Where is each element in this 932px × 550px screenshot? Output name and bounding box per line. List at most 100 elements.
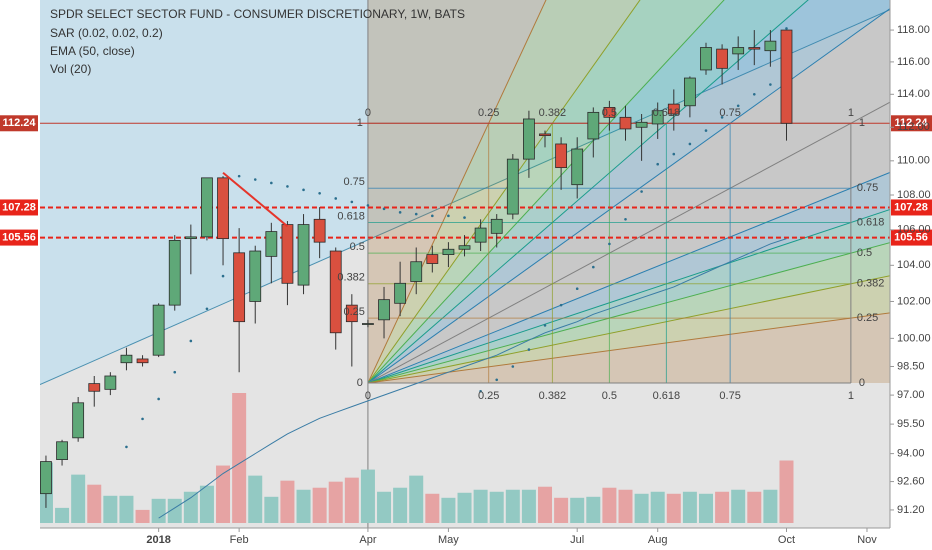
sar-dot: [592, 265, 595, 269]
candle-body: [249, 250, 262, 302]
sar-dot: [414, 212, 418, 216]
fan-label: 0: [357, 377, 363, 389]
fan-label: 0.382: [539, 390, 567, 402]
channel-line: [40, 9, 890, 386]
candle-body: [523, 118, 535, 160]
volume-bar: [586, 496, 601, 523]
volume-bar: [618, 489, 633, 523]
price-tag-label: 107.28: [894, 201, 928, 213]
candle-body: [603, 107, 616, 118]
sar-dot: [350, 200, 354, 204]
volume-bar: [570, 497, 585, 523]
fan-label: 1: [848, 107, 854, 119]
fan-label: 1: [357, 117, 363, 129]
candle-body: [426, 254, 439, 264]
candle-body: [555, 143, 568, 169]
volume-bar: [457, 492, 472, 523]
bottom-axis: [0, 528, 932, 550]
sar-dot: [463, 216, 466, 219]
price-tag: [891, 199, 932, 216]
sar-dot: [624, 218, 627, 221]
fan-label: 0.75: [719, 390, 740, 402]
y-tick-label: 108.00: [897, 189, 931, 201]
sar-dot: [173, 370, 177, 374]
x-tick-label: Nov: [857, 534, 877, 546]
candle-body: [716, 48, 728, 69]
fan-label: 1: [859, 117, 865, 129]
fan-label: 0.75: [857, 182, 878, 194]
volume-bar: [183, 491, 198, 523]
sar-dot: [447, 214, 450, 218]
candle-body: [362, 323, 374, 325]
sar-dot: [527, 348, 531, 351]
candle-body: [490, 218, 503, 234]
fan-label: 0.5: [602, 390, 617, 402]
y-tick-label: 104.00: [897, 259, 931, 271]
fan-label: 0.5: [350, 241, 365, 253]
candle-body: [233, 252, 246, 323]
volume-bar: [55, 507, 70, 523]
y-tick-label: 112.00: [897, 121, 930, 133]
volume-bar: [296, 489, 311, 523]
fan-label: 0.382: [539, 107, 567, 119]
price-tag-label: 105.56: [2, 231, 36, 243]
indicator-label: EMA (50, close): [50, 44, 135, 58]
sar-dot: [495, 378, 499, 382]
price-tag-label: 112.24: [2, 117, 36, 129]
volume-bar: [409, 475, 424, 523]
candle-body: [458, 245, 471, 250]
candle-body: [378, 299, 390, 321]
right-axis: [890, 0, 932, 550]
y-tick-label: 97.00: [897, 389, 925, 401]
candle-body: [120, 354, 133, 364]
fan-label: 0: [365, 390, 371, 402]
volume-bar: [698, 493, 713, 523]
candle-body: [345, 304, 358, 323]
sar-dot: [221, 274, 225, 278]
price-tag: [0, 115, 38, 132]
volume-bar: [602, 487, 617, 523]
price-tag: [891, 229, 932, 246]
candle-body: [619, 116, 632, 130]
candle-body: [329, 250, 342, 334]
fan-label: 0.75: [719, 107, 740, 119]
volume-bar: [377, 491, 392, 523]
volume-bar: [344, 477, 359, 523]
candle-body: [152, 304, 165, 356]
candle-body: [313, 218, 326, 243]
candle-body: [587, 111, 600, 140]
fan-label: 0.25: [857, 312, 878, 324]
volume-bar: [393, 487, 408, 523]
sar-dot: [189, 339, 193, 343]
y-tick-label: 114.00: [897, 88, 930, 100]
candle-body: [56, 441, 68, 460]
sar-dot: [559, 303, 563, 307]
x-tick-label: 2018: [146, 534, 170, 546]
sar-dot: [769, 83, 772, 86]
volume-bar: [425, 493, 440, 523]
fan-label: 0.618: [653, 107, 681, 119]
sar-dot: [736, 104, 740, 108]
y-tick-label: 95.50: [897, 418, 925, 430]
candle-body: [571, 148, 584, 186]
volume-bar: [489, 491, 504, 523]
y-tick-label: 98.50: [897, 360, 925, 372]
volume-bar: [328, 481, 343, 523]
candle-body: [72, 402, 85, 439]
y-tick-label: 118.00: [897, 24, 930, 36]
sar-dot: [543, 324, 547, 327]
fan-label: 0: [859, 377, 865, 389]
sar-dot: [302, 188, 305, 192]
sar-dot: [366, 204, 370, 207]
volume-bar: [666, 493, 681, 523]
volume-bar: [216, 465, 231, 523]
trendline: [222, 171, 289, 228]
y-tick-label: 102.00: [897, 295, 931, 307]
y-tick-label: 110.00: [897, 155, 930, 167]
volume-bar: [715, 491, 730, 523]
x-tick-label: Aug: [648, 534, 668, 546]
price-tag: [0, 199, 38, 216]
sar-dot: [318, 191, 321, 195]
y-tick-label: 100.00: [897, 332, 931, 344]
